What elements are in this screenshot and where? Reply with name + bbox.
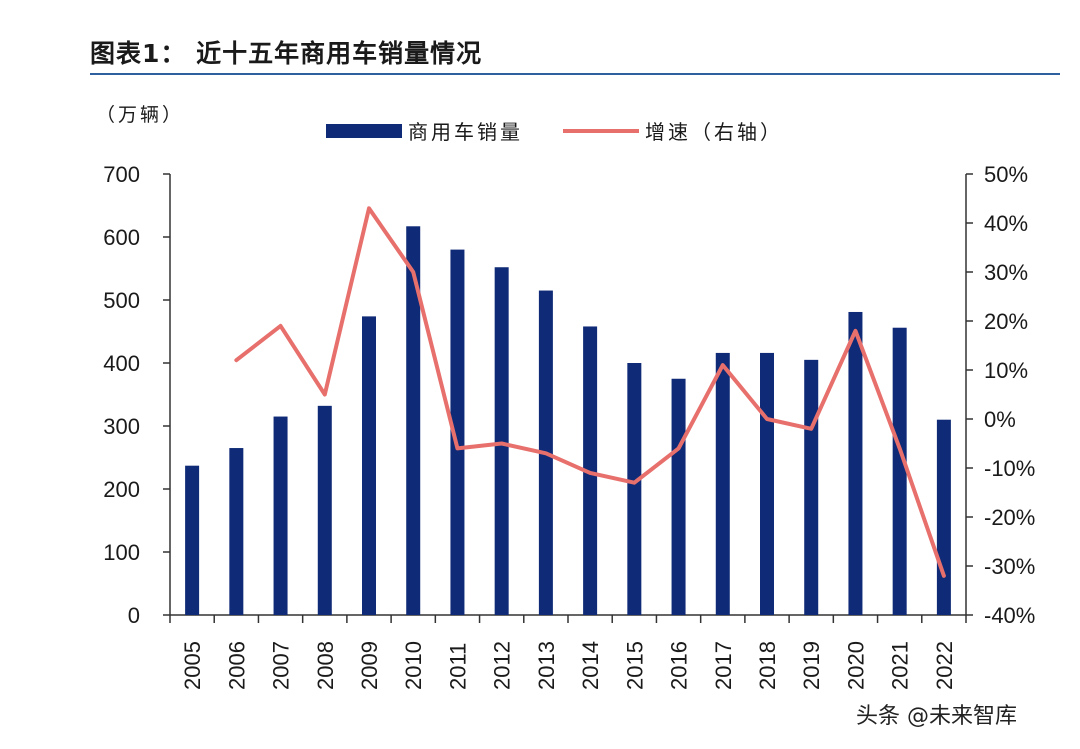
y-right-tick-label: -30% — [984, 554, 1035, 579]
y-axis-unit-label: （万辆） — [96, 104, 185, 126]
bar — [406, 226, 421, 616]
y-right-tick-label: 50% — [984, 162, 1028, 187]
bar — [892, 327, 907, 615]
y-right-tick-label: -40% — [984, 603, 1035, 628]
x-tick-label: 2022 — [932, 641, 957, 690]
y-left-tick-label: 100 — [103, 540, 140, 565]
x-tick-label: 2008 — [313, 641, 338, 690]
legend-bar-swatch — [326, 123, 402, 138]
y-left-tick-label: 300 — [103, 414, 140, 439]
chart-title: 图表1： 近十五年商用车销量情况 — [90, 39, 483, 68]
legend-line-label: 增速（右轴） — [645, 120, 783, 144]
x-tick-label: 2014 — [578, 641, 603, 690]
y-left-tick-label: 400 — [103, 351, 140, 376]
y-right-tick-label: 30% — [984, 260, 1028, 285]
y-right-tick-label: 40% — [984, 211, 1028, 236]
x-tick-label: 2005 — [180, 641, 205, 690]
legend-line-swatch — [563, 128, 639, 133]
bar — [627, 363, 642, 615]
y-left-tick-label: 200 — [103, 477, 140, 502]
legend-bar-label: 商用车销量 — [408, 120, 523, 144]
y-left-tick-label: 500 — [103, 288, 140, 313]
x-tick-label: 2015 — [622, 641, 647, 690]
bar — [185, 465, 200, 615]
x-tick-label: 2020 — [843, 641, 868, 690]
x-tick-label: 2011 — [445, 643, 470, 690]
y-left-tick-label: 0 — [128, 603, 140, 628]
bar — [229, 448, 244, 615]
y-left-tick-label: 600 — [103, 225, 140, 250]
bar — [362, 316, 376, 615]
watermark: 头条 @未来智库 — [852, 698, 1021, 730]
title-divider — [90, 73, 1060, 75]
bar — [450, 249, 465, 615]
bar — [273, 416, 288, 615]
x-axis-labels: 2005 2006 2007 2008 2009 2010 2011 2012 2013 2014… — [180, 641, 957, 690]
y-right-tick-label: -10% — [984, 456, 1035, 481]
x-tick-label: 2013 — [534, 641, 559, 690]
bar — [715, 352, 730, 615]
x-tick-label: 2019 — [799, 641, 824, 690]
bar — [848, 311, 863, 615]
y-left-tick-label: 700 — [103, 162, 140, 187]
bar — [494, 267, 509, 615]
y-right-tick-label: 10% — [984, 358, 1028, 383]
y-right-tick-label: 0% — [984, 407, 1016, 432]
y-right-tick-label: 20% — [984, 309, 1028, 334]
bar-series — [185, 226, 951, 616]
x-tick-label: 2016 — [667, 641, 692, 690]
x-tick-label: 2012 — [490, 641, 515, 690]
x-tick-label: 2021 — [888, 641, 913, 690]
x-tick-label: 2009 — [357, 641, 382, 690]
x-tick-label: 2006 — [224, 641, 249, 690]
x-tick-label: 2017 — [711, 641, 736, 690]
bar — [317, 405, 332, 615]
x-tick-label: 2010 — [401, 641, 426, 690]
bar — [936, 419, 951, 615]
x-tick-label: 2007 — [269, 641, 294, 690]
line-series — [234, 206, 946, 578]
chart-axes: 0 100 200 300 400 500 600 700 -40% -30% -20% -10% 0%… — [103, 162, 1035, 628]
bar — [760, 352, 774, 615]
chart-legend: 商用车销量 增速（右轴） — [326, 116, 783, 145]
bar — [804, 359, 819, 615]
bar — [671, 378, 686, 615]
y-right-tick-label: -20% — [984, 505, 1035, 530]
x-tick-label: 2018 — [755, 641, 780, 690]
